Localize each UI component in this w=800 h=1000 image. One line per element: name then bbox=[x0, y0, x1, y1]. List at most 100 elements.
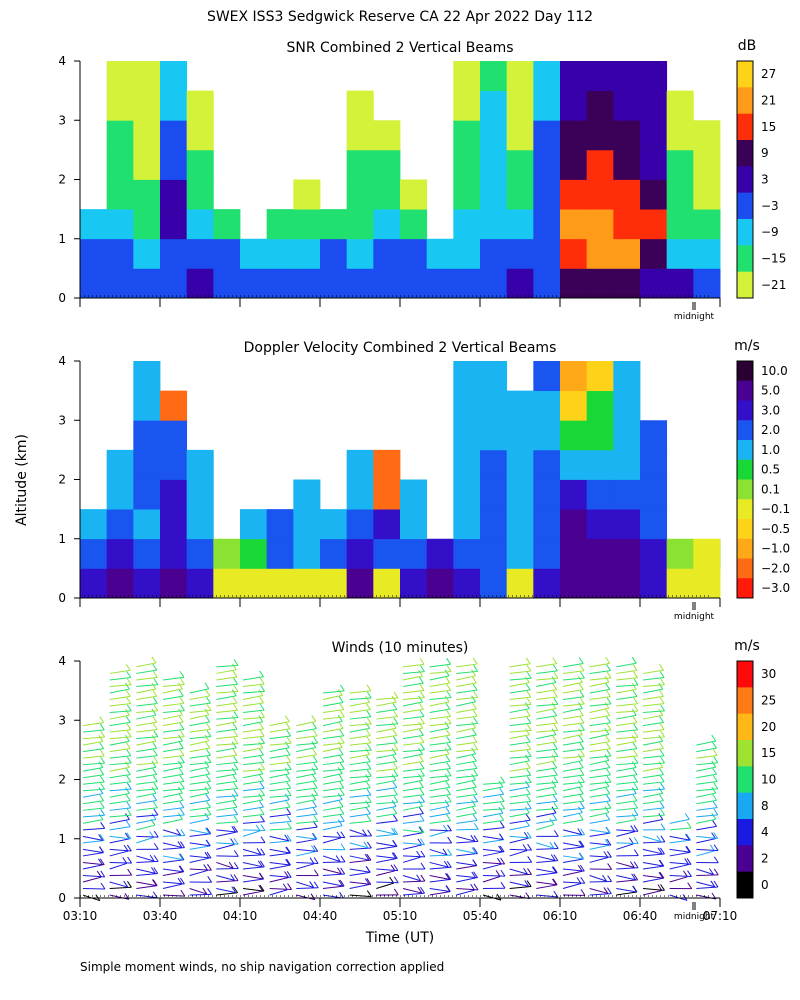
wind-barb-feather bbox=[392, 703, 398, 710]
wind-barb bbox=[642, 841, 665, 844]
wind-barb bbox=[269, 876, 289, 883]
wind-barb bbox=[429, 830, 448, 837]
wind-barb-feather bbox=[393, 788, 398, 796]
wind-barb bbox=[162, 868, 184, 873]
wind-barb-feather bbox=[713, 868, 719, 876]
wind-barb bbox=[642, 721, 664, 727]
heatmap-cell bbox=[106, 209, 134, 240]
heatmap-cell bbox=[640, 90, 668, 121]
wind-barb bbox=[216, 721, 237, 727]
heatmap-cell bbox=[640, 61, 668, 92]
wind-barb bbox=[162, 881, 185, 885]
wind-barb bbox=[109, 848, 132, 852]
wind-barb-feather bbox=[420, 769, 425, 777]
heatmap-cell bbox=[106, 568, 134, 599]
heatmap-cell bbox=[586, 268, 614, 299]
wind-barb bbox=[296, 773, 316, 779]
wind-barb-feather bbox=[366, 814, 372, 822]
wind-barb bbox=[402, 805, 423, 811]
wind-barb-feather bbox=[445, 873, 450, 880]
colorbar-label: −2.0 bbox=[761, 561, 790, 575]
wind-barb-feather bbox=[179, 801, 185, 808]
wind-barb bbox=[296, 780, 317, 785]
wind-barb bbox=[429, 861, 449, 868]
wind-barb bbox=[429, 854, 452, 857]
wind-barb-feather bbox=[153, 756, 159, 764]
y-tick-label: 4 bbox=[58, 354, 66, 368]
heatmap-cell bbox=[373, 179, 401, 210]
wind-barb-feather bbox=[391, 800, 397, 807]
wind-barb bbox=[589, 842, 611, 846]
wind-barb-feather bbox=[98, 858, 103, 866]
wind-barb bbox=[536, 663, 557, 668]
wind-barb-feather bbox=[527, 868, 532, 875]
wind-barb-feather bbox=[285, 800, 291, 808]
heatmap-cell bbox=[480, 90, 508, 121]
wind-barb bbox=[589, 893, 612, 896]
wind-barb-feather bbox=[337, 767, 343, 774]
wind-barb bbox=[669, 839, 691, 844]
wind-barb-feather bbox=[499, 814, 505, 821]
wind-barb-feather bbox=[577, 864, 583, 872]
wind-barb bbox=[456, 749, 478, 753]
wind-barb-feather bbox=[633, 723, 638, 731]
wind-barb bbox=[616, 814, 639, 818]
y-tick-label: 4 bbox=[58, 54, 66, 68]
wind-barb bbox=[162, 773, 184, 779]
wind-barb bbox=[242, 830, 261, 837]
wind-barb bbox=[296, 835, 318, 840]
wind-barb-feather bbox=[231, 715, 237, 723]
wind-barb-feather bbox=[258, 689, 264, 696]
wind-barb bbox=[109, 838, 130, 844]
wind-barb bbox=[242, 676, 264, 681]
wind-barb-feather bbox=[204, 760, 210, 768]
wind-barb-feather bbox=[259, 782, 265, 789]
wind-barb bbox=[402, 727, 423, 733]
wind-barb bbox=[136, 868, 156, 874]
colorbar-swatch bbox=[737, 380, 753, 401]
wind-barb bbox=[536, 884, 557, 890]
wind-barb-feather bbox=[126, 832, 132, 840]
wind-barb bbox=[349, 871, 371, 876]
wind-barb bbox=[322, 728, 344, 733]
wind-barb-feather bbox=[232, 801, 238, 808]
wind-barb-feather bbox=[152, 891, 158, 899]
colorbar-label: 4 bbox=[761, 825, 769, 839]
wind-barb bbox=[216, 799, 237, 805]
wind-barb-feather bbox=[578, 702, 583, 709]
wind-barb-feather bbox=[580, 828, 586, 835]
wind-barb bbox=[269, 888, 292, 890]
wind-barb-feather bbox=[126, 775, 132, 783]
wind-barb bbox=[562, 881, 585, 884]
wind-barb-feather bbox=[152, 775, 158, 782]
wind-barb-feather bbox=[629, 861, 635, 868]
wind-barb-feather bbox=[498, 845, 504, 853]
wind-barb bbox=[616, 762, 639, 766]
wind-barb bbox=[429, 727, 450, 733]
wind-barb bbox=[536, 781, 558, 785]
heatmap-cell bbox=[266, 268, 294, 299]
heatmap-cell bbox=[453, 120, 481, 151]
wind-barb-feather bbox=[339, 807, 345, 815]
wind-barb bbox=[216, 761, 238, 766]
colorbar-swatch bbox=[737, 440, 753, 461]
wind-barb-feather bbox=[660, 835, 666, 843]
wind-barb bbox=[536, 774, 558, 779]
wind-barb-feather bbox=[605, 826, 611, 834]
wind-barb bbox=[589, 722, 611, 727]
wind-barb-feather bbox=[233, 737, 239, 744]
wind-barb-feather bbox=[390, 864, 396, 872]
wind-barb-feather bbox=[260, 848, 266, 855]
wind-barb bbox=[456, 888, 479, 891]
wind-barb bbox=[696, 754, 718, 759]
wind-barb bbox=[296, 851, 316, 857]
heatmap-cell bbox=[560, 420, 588, 451]
heatmap-cell bbox=[373, 479, 401, 510]
wind-barb bbox=[269, 874, 292, 878]
wind-barb bbox=[376, 801, 398, 805]
y-tick-label: 2 bbox=[58, 773, 66, 787]
wind-barb-feather bbox=[151, 787, 157, 794]
wind-barb bbox=[109, 774, 131, 779]
wind-barb-feather bbox=[99, 775, 105, 783]
